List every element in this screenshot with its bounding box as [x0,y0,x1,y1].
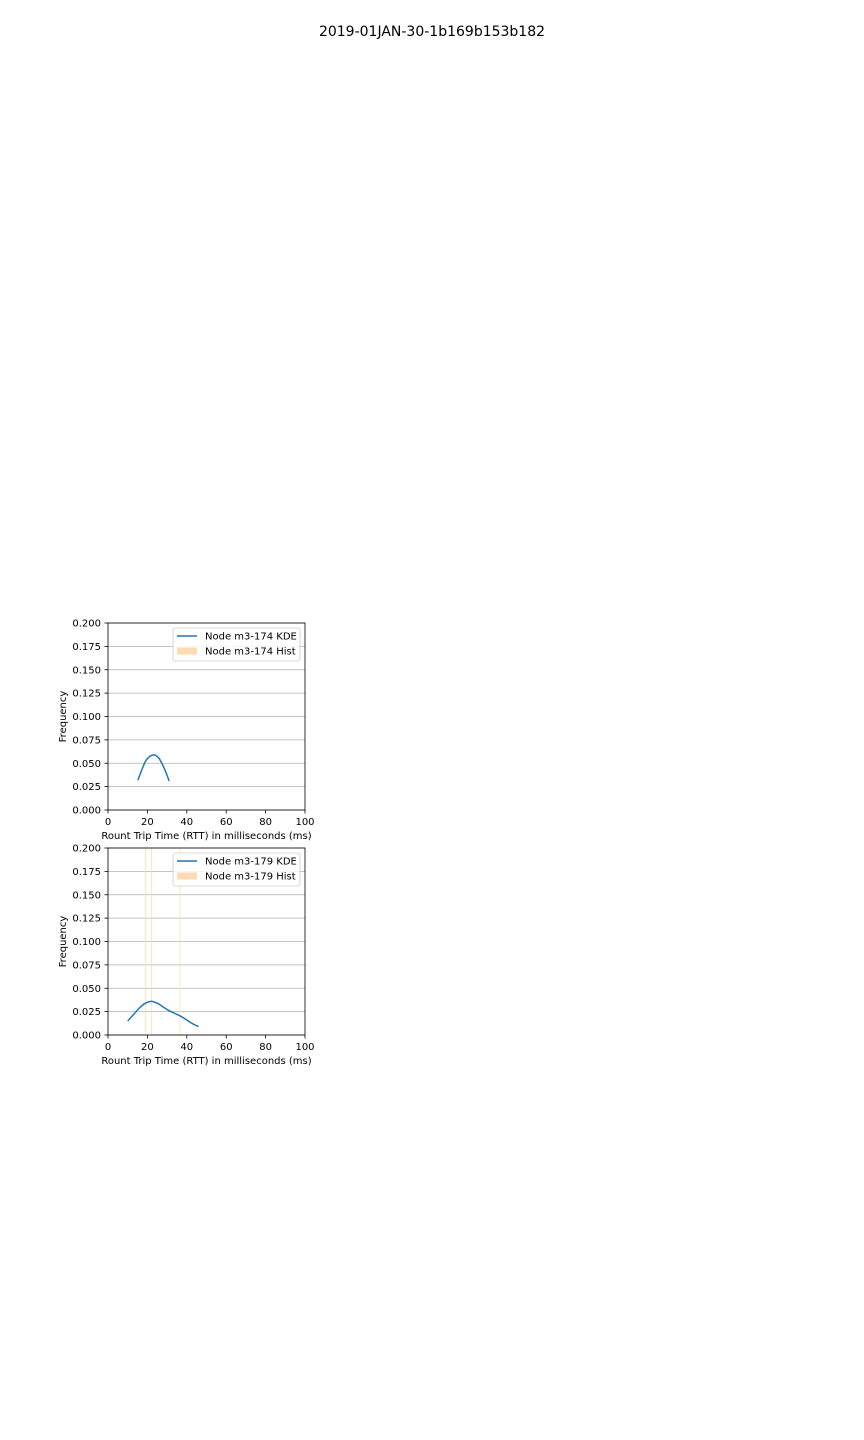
x-tick-label: 0 [105,817,111,828]
x-tick-label: 60 [220,817,233,828]
legend-box [172,627,301,662]
legend: Node m3-179 KDE Node m3-179 Hist [172,852,301,887]
kde-line [137,754,170,782]
x-tick-label: 100 [295,817,314,828]
legend-label: Node m3-174 Hist [205,647,296,658]
x-axis-label: Rount Trip Time (RTT) in milliseconds (m… [101,1056,311,1067]
x-tick-label: 40 [180,1042,193,1053]
legend-label: Node m3-179 Hist [205,872,296,883]
y-tick-label: 0.200 [72,844,101,855]
x-tick-label: 80 [259,1042,272,1053]
y-tick-label: 0.075 [72,960,101,971]
legend-hist-swatch [177,872,197,880]
x-tick-label: 20 [141,817,154,828]
legend-hist-swatch [177,647,197,655]
y-axis-label: Frequency [58,691,69,743]
y-tick-label: 0.125 [72,689,101,700]
hist-bar [179,848,181,1035]
y-tick-label: 0.000 [72,1031,101,1042]
y-tick-label: 0.050 [72,984,101,995]
hist-bar [150,848,152,1035]
y-axis-label: Frequency [58,916,69,968]
y-tick-label: 0.100 [72,712,101,723]
chart-panel-m3-174: 0.000 0.025 0.050 0.075 0.100 0.125 0.150 0.175… [58,619,315,843]
y-tick-label: 0.050 [72,759,101,770]
x-tick-label: 20 [141,1042,154,1053]
y-tick-label: 0.125 [72,914,101,925]
y-tick-label: 0.150 [72,665,101,676]
y-tick-label: 0.200 [72,619,101,630]
y-tick-label: 0.175 [72,867,101,878]
y-tick-label: 0.150 [72,890,101,901]
legend-label: Node m3-179 KDE [205,857,297,868]
y-tick-label: 0.025 [72,782,101,793]
y-tick-label: 0.100 [72,937,101,948]
x-tick-label: 60 [220,1042,233,1053]
legend: Node m3-174 KDE Node m3-174 Hist [172,627,301,662]
y-tick-label: 0.025 [72,1007,101,1018]
figure-title: 2019-01JAN-30-1b169b153b182 [318,24,546,40]
x-axis-label: Rount Trip Time (RTT) in milliseconds (m… [101,831,311,842]
chart-panel-m3-179: 0.000 0.025 0.050 0.075 0.100 0.125 0.150 0.175… [58,844,315,1068]
x-tick-label: 80 [259,817,272,828]
x-tick-label: 40 [180,817,193,828]
legend-box [172,852,301,887]
y-tick-label: 0.075 [72,735,101,746]
legend-label: Node m3-174 KDE [205,632,297,643]
x-tick-label: 100 [295,1042,314,1053]
kde-line [127,1000,199,1028]
hist-bar [145,848,146,1035]
y-tick-label: 0.175 [72,642,101,653]
x-tick-label: 0 [105,1042,111,1053]
y-tick-label: 0.000 [72,806,101,817]
